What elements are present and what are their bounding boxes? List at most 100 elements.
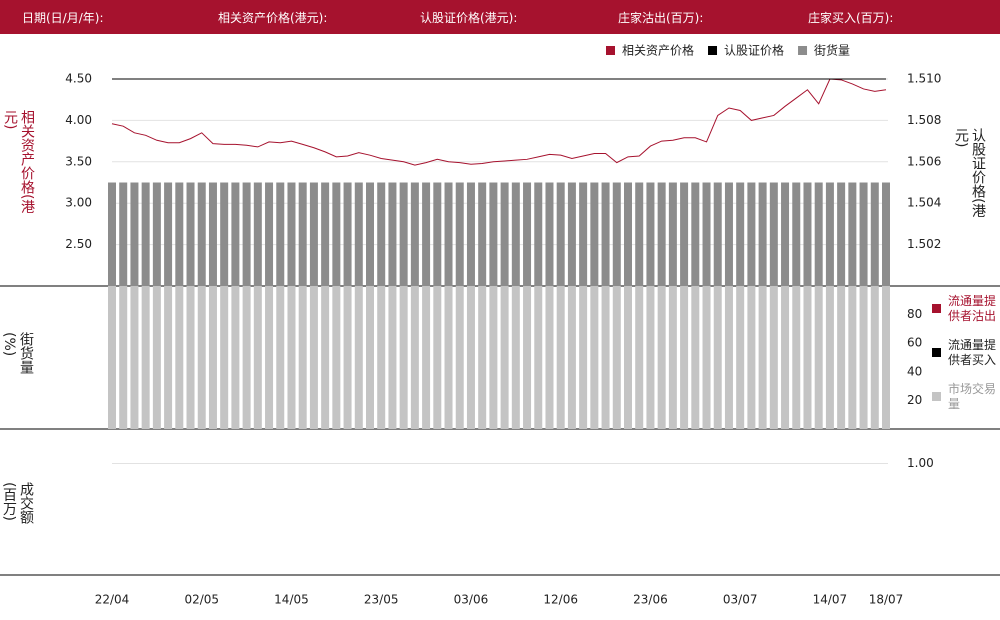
bar — [276, 182, 285, 286]
bar — [870, 182, 879, 286]
y-tick-label: 1.00 — [907, 456, 934, 470]
header: 日期(日/月/年): 相关资产价格(港元): 认股证价格(港元): 庄家沽出(百… — [0, 0, 1000, 34]
bar — [197, 182, 206, 286]
bar — [399, 286, 408, 429]
bar — [186, 286, 195, 429]
bar — [164, 182, 173, 286]
y-axis-label: 相关资产价格(港元) — [2, 110, 35, 214]
bar — [882, 286, 890, 429]
bar — [646, 286, 655, 429]
bar — [713, 286, 722, 429]
bar — [523, 286, 532, 429]
x-tick-label: 03/06 — [454, 593, 489, 607]
bar — [298, 182, 307, 286]
bar — [781, 286, 790, 429]
bar — [343, 286, 352, 429]
legend-swatch — [708, 46, 718, 55]
bar — [399, 182, 408, 286]
bar — [410, 286, 419, 429]
bar — [422, 286, 431, 429]
legend-label: 街货量 — [814, 43, 850, 58]
bar — [657, 286, 666, 429]
y2-tick-label: 1.510 — [907, 72, 941, 86]
bar — [321, 286, 330, 429]
bar — [747, 286, 756, 429]
bar — [298, 286, 307, 429]
bar — [489, 182, 498, 286]
bar — [601, 286, 610, 429]
bar — [882, 182, 890, 286]
bar — [455, 182, 464, 286]
bar — [579, 286, 588, 429]
bar — [130, 286, 139, 429]
x-tick-label: 23/05 — [364, 593, 399, 607]
line — [111, 78, 887, 166]
bar — [388, 182, 397, 286]
bar — [466, 286, 475, 429]
bar — [523, 182, 532, 286]
bar — [848, 182, 857, 286]
y-axis-label: 街货量(%) — [1, 332, 34, 374]
bar — [164, 286, 173, 429]
bar — [253, 286, 262, 429]
bar — [466, 182, 475, 286]
bar — [668, 286, 677, 429]
legend-label: 相关资产价格 — [622, 43, 694, 58]
bar — [579, 182, 588, 286]
bar — [265, 182, 274, 286]
y-axis-label: 成交额(百万) — [1, 482, 34, 524]
header-label: 庄家买入(百万): — [808, 11, 894, 25]
bar — [208, 182, 217, 286]
bar — [814, 286, 823, 429]
legend-label: 流通量提供者沽出 — [948, 294, 997, 323]
header-label: 庄家沽出(百万): — [618, 11, 704, 25]
header-label: 认股证价格(港元): — [420, 11, 518, 25]
bar — [870, 286, 879, 429]
bar — [724, 182, 733, 286]
legend-label: 认股证价格 — [724, 43, 784, 58]
bar — [354, 182, 363, 286]
bar — [377, 182, 386, 286]
bar — [478, 182, 487, 286]
header-label: 日期(日/月/年): — [22, 11, 104, 25]
bar — [668, 182, 677, 286]
bar — [220, 286, 229, 429]
bar — [332, 182, 341, 286]
bar — [276, 286, 285, 429]
bar — [175, 182, 184, 286]
bar — [119, 182, 128, 286]
bar — [556, 182, 565, 286]
bar — [253, 182, 262, 286]
bar — [242, 286, 251, 429]
bar — [444, 286, 453, 429]
y2-tick-label: 1.506 — [907, 154, 941, 168]
bar — [208, 286, 217, 429]
bar — [545, 286, 554, 429]
bar — [680, 182, 689, 286]
x-tick-label: 02/05 — [184, 593, 219, 607]
bar — [724, 286, 733, 429]
bar — [702, 286, 711, 429]
y2-tick-label: 1.508 — [907, 113, 941, 127]
legend-label: 市场交易量 — [948, 382, 997, 411]
bar — [433, 286, 442, 429]
bar — [108, 182, 116, 286]
bar — [500, 286, 509, 429]
bar — [736, 182, 745, 286]
bar — [825, 286, 834, 429]
bar — [691, 286, 700, 429]
bar — [792, 182, 801, 286]
y2-tick-label: 1.502 — [907, 237, 941, 251]
bar — [646, 182, 655, 286]
bar — [534, 286, 543, 429]
bar — [814, 182, 823, 286]
bar — [141, 182, 150, 286]
bar — [680, 286, 689, 429]
bar — [321, 182, 330, 286]
bar — [152, 286, 161, 429]
bar — [769, 286, 778, 429]
bar — [410, 182, 419, 286]
bar — [422, 182, 431, 286]
bar — [567, 182, 576, 286]
